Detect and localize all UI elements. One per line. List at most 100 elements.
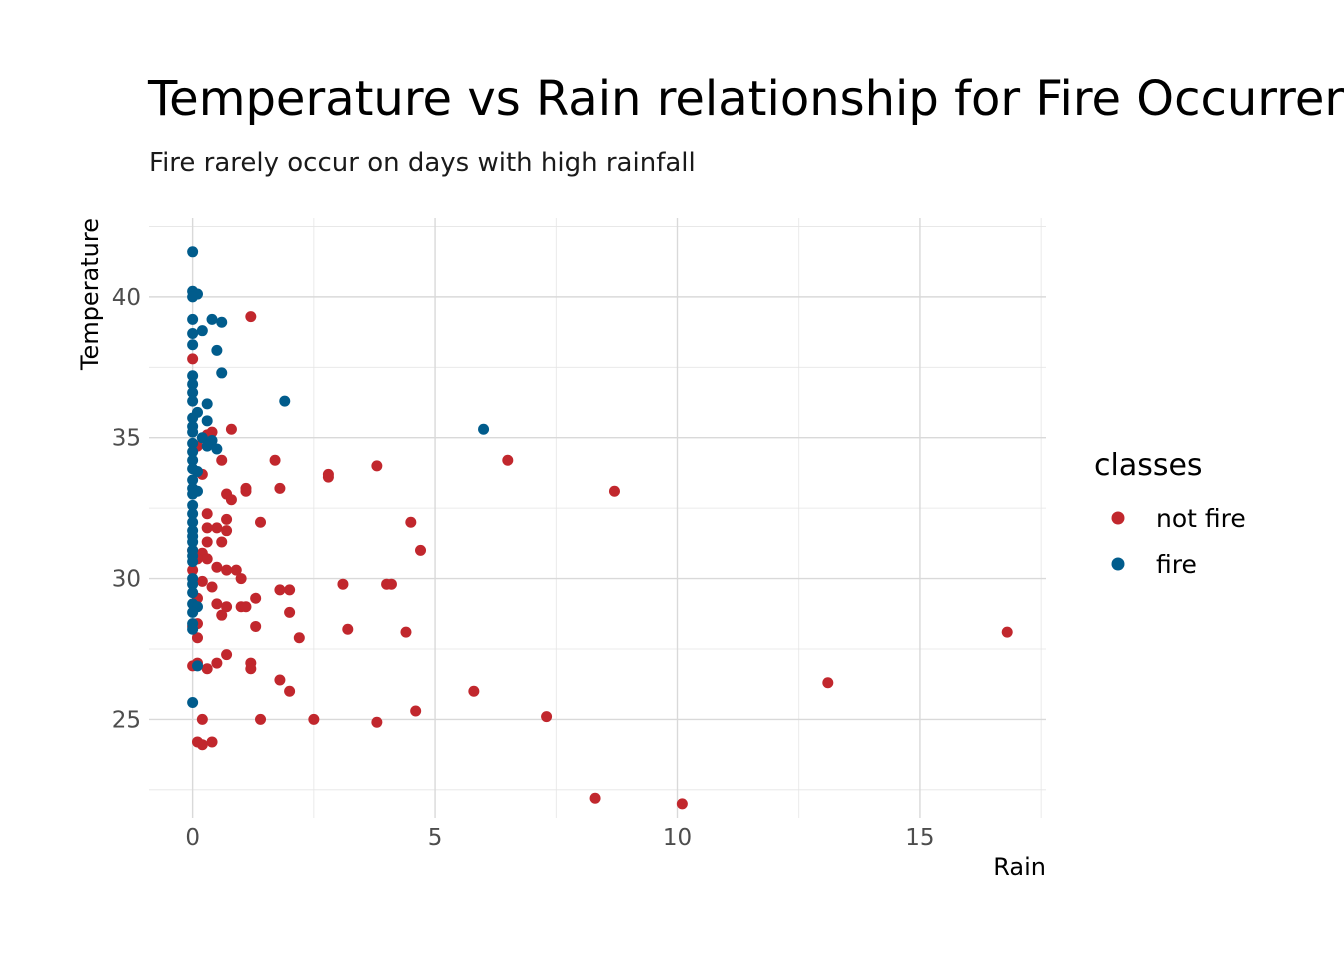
data-point-not-fire: [371, 460, 383, 472]
data-point-not-fire: [221, 513, 233, 525]
data-point-not-fire: [211, 657, 223, 669]
data-point-not-fire: [201, 536, 213, 548]
data-point-fire: [211, 344, 223, 356]
data-point-not-fire: [608, 485, 620, 497]
data-point-not-fire: [385, 578, 397, 590]
data-point-not-fire: [221, 564, 233, 576]
data-point-not-fire: [216, 454, 228, 466]
data-point-not-fire: [400, 626, 412, 638]
data-point-fire: [187, 370, 199, 382]
chart-title: Temperature vs Rain relationship for Fir…: [147, 71, 1344, 127]
data-point-fire: [279, 395, 291, 407]
data-point-fire: [191, 466, 203, 478]
data-point-not-fire: [274, 584, 286, 596]
data-point-not-fire: [284, 606, 296, 618]
data-point-fire: [187, 291, 199, 303]
data-point-not-fire: [415, 544, 427, 556]
legend-label-not-fire: not fire: [1156, 504, 1246, 533]
data-point-not-fire: [541, 711, 553, 723]
data-point-not-fire: [250, 620, 262, 632]
data-point-fire: [196, 432, 208, 444]
data-point-fire: [187, 339, 199, 351]
data-point-fire: [187, 697, 199, 709]
data-points: [187, 246, 1013, 810]
data-point-not-fire: [201, 553, 213, 565]
data-point-not-fire: [284, 584, 296, 596]
data-point-not-fire: [221, 649, 233, 661]
data-point-fire: [187, 426, 199, 438]
data-point-fire: [187, 327, 199, 339]
data-point-not-fire: [405, 516, 417, 528]
data-point-fire: [187, 578, 199, 590]
data-point-not-fire: [211, 598, 223, 610]
data-point-not-fire: [240, 601, 252, 613]
x-tick-label: 0: [185, 825, 200, 851]
data-point-not-fire: [250, 592, 262, 604]
data-point-not-fire: [201, 522, 213, 534]
y-axis-label: Temperature: [76, 218, 104, 371]
data-point-not-fire: [308, 713, 320, 725]
data-point-not-fire: [1001, 626, 1013, 638]
data-point-fire: [187, 499, 199, 511]
data-point-not-fire: [196, 575, 208, 587]
data-point-fire: [191, 660, 203, 672]
legend-marker-not-fire: [1111, 511, 1125, 525]
data-point-not-fire: [225, 494, 237, 506]
data-point-not-fire: [201, 663, 213, 675]
data-point-not-fire: [274, 482, 286, 494]
data-point-not-fire: [337, 578, 349, 590]
data-point-not-fire: [216, 536, 228, 548]
data-point-not-fire: [187, 564, 199, 576]
data-point-not-fire: [342, 623, 354, 635]
data-point-fire: [187, 246, 199, 258]
data-point-fire: [216, 367, 228, 379]
data-point-fire: [187, 412, 199, 424]
data-point-not-fire: [322, 471, 334, 483]
data-point-not-fire: [245, 311, 257, 323]
data-point-fire: [187, 623, 199, 635]
x-tick-label: 10: [663, 825, 692, 851]
chart-subtitle: Fire rarely occur on days with high rain…: [149, 148, 696, 178]
data-point-not-fire: [191, 632, 203, 644]
data-point-fire: [196, 325, 208, 337]
data-point-not-fire: [269, 454, 281, 466]
data-point-not-fire: [225, 423, 237, 435]
x-tick-label: 5: [428, 825, 443, 851]
data-point-not-fire: [196, 739, 208, 751]
data-point-fire: [187, 437, 199, 449]
data-point-not-fire: [255, 516, 267, 528]
data-point-fire: [187, 395, 199, 407]
data-point-not-fire: [187, 353, 199, 365]
data-point-fire: [187, 508, 199, 520]
data-point-fire: [478, 423, 490, 435]
data-point-fire: [201, 415, 213, 427]
y-tick-label: 30: [112, 567, 141, 593]
data-point-not-fire: [211, 522, 223, 534]
data-point-not-fire: [206, 581, 218, 593]
data-point-fire: [206, 313, 218, 325]
data-point-fire: [187, 606, 199, 618]
data-point-fire: [187, 536, 199, 548]
data-point-fire: [187, 556, 199, 568]
data-point-not-fire: [410, 705, 422, 717]
data-point-fire: [187, 378, 199, 390]
data-point-not-fire: [221, 525, 233, 537]
y-tick-label: 40: [112, 285, 141, 311]
data-point-fire: [187, 587, 199, 599]
data-point-fire: [187, 474, 199, 486]
data-point-not-fire: [230, 564, 242, 576]
data-point-not-fire: [589, 792, 601, 804]
data-point-fire: [187, 446, 199, 458]
data-point-not-fire: [206, 736, 218, 748]
legend-marker-fire: [1111, 557, 1125, 571]
data-point-not-fire: [274, 674, 286, 686]
data-point-fire: [187, 516, 199, 528]
data-point-fire: [187, 488, 199, 500]
data-point-not-fire: [293, 632, 305, 644]
data-point-not-fire: [245, 663, 257, 675]
data-point-fire: [211, 443, 223, 455]
data-point-not-fire: [468, 685, 480, 697]
x-axis-label: Rain: [993, 853, 1046, 881]
